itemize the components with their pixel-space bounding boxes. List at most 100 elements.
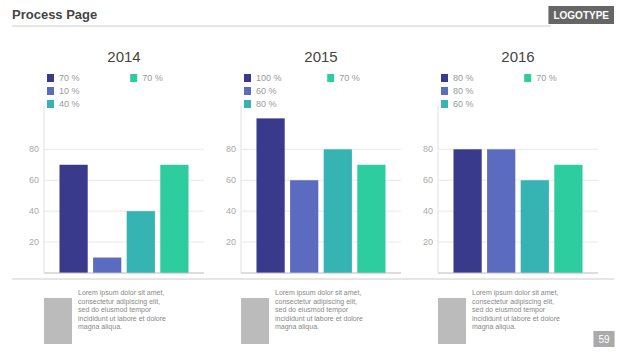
page-title: Process Page [12,7,97,22]
y-tick-label: 60 [29,175,39,185]
bar [357,165,385,273]
y-tick-label: 40 [226,206,236,216]
bar [160,165,188,273]
legend-label: 70 % [59,73,80,83]
logotype-box [548,6,614,24]
footer-text-line: consectetur adipiscing elit, [472,298,554,306]
footer-block: Lorem ipsum dolor sit amet,consectetur a… [44,289,166,344]
bar [521,180,549,273]
footer-text-line: sed do eiusmod tempor [472,306,546,314]
bar [256,118,284,273]
footer-text-line: sed do eiusmod tempor [78,306,152,314]
footer-rule [12,279,614,280]
legend: 100 % 60 % 80 % 70 % [244,73,360,109]
bar [59,165,87,273]
x-axis-line [438,273,598,274]
bars [59,165,188,273]
chart: 2016 20 40 60 80 80 % 80 % 60 % 70 % [423,48,598,273]
logotype: LOGOTYPE [548,6,614,24]
footer-text-line: sed do eiusmod tempor [275,306,349,314]
footer-text: Lorem ipsum dolor sit amet,consectetur a… [472,289,560,331]
chart-title: 2016 [501,48,534,65]
footer-text-line: magna aliqua. [472,323,516,331]
page-number-box [593,331,614,347]
legend-label: 80 % [453,86,474,96]
bars [453,149,582,273]
legend-swatch [47,100,54,108]
header-rule [12,26,551,27]
legend: 70 % 10 % 40 % 70 % [47,73,163,109]
page-number: 59 [593,331,614,347]
chart-title: 2015 [304,48,337,65]
bar [554,165,582,273]
page: Process Page LOGOTYPE 2014 20 40 60 80 70 % 10 %… [0,0,626,355]
y-tick-label: 60 [423,175,433,185]
footer-text-line: consectetur adipiscing elit, [275,298,357,306]
bar [127,211,155,273]
legend-label: 70 % [339,73,360,83]
footer-block: Lorem ipsum dolor sit amet,consectetur a… [438,289,560,344]
background [0,0,626,355]
legend-swatch [130,74,137,82]
footer-text-line: magna aliqua. [275,323,319,331]
legend-label: 60 % [453,99,474,109]
footer-text-line: magna aliqua. [78,323,122,331]
footer-block: Lorem ipsum dolor sit amet,consectetur a… [241,289,363,344]
legend-label: 70 % [536,73,557,83]
legend-label: 100 % [256,73,282,83]
chart: 2014 20 40 60 80 70 % 10 % 40 % 70 % [29,48,204,273]
y-tick-label: 60 [226,175,236,185]
footer-text-line: incididunt ut labore et dolore [472,315,560,322]
y-tick-label: 80 [423,144,433,154]
legend-swatch [244,74,251,82]
bar [93,258,121,273]
footer-icon [44,298,72,344]
y-tick-label: 40 [29,206,39,216]
y-axis-line [241,106,242,273]
bar [487,149,515,273]
legend-swatch [524,74,531,82]
page-number-text: 59 [598,334,610,345]
y-tick-label: 80 [226,144,236,154]
bar [453,149,481,273]
footer-text-line: Lorem ipsum dolor sit amet, [78,289,164,297]
footer-text-line: Lorem ipsum dolor sit amet, [472,289,558,297]
legend: 80 % 80 % 60 % 70 % [441,73,557,109]
legend-swatch [441,100,448,108]
x-axis-line [44,273,204,274]
footer-icon [241,298,269,344]
footer-text-line: incididunt ut labore et dolore [275,315,363,322]
legend-swatch [441,87,448,95]
footer-text-line: consectetur adipiscing elit, [78,298,160,306]
legend-label: 40 % [59,99,80,109]
y-axis-line [438,106,439,273]
chart-title: 2014 [107,48,140,65]
legend-label: 80 % [256,99,277,109]
y-tick-label: 20 [423,237,433,247]
logotype-text: LOGOTYPE [553,10,609,21]
chart: 2015 20 40 60 80 100 % 60 % 80 % 70 % [226,48,401,273]
y-tick-label: 80 [29,144,39,154]
y-tick-label: 20 [29,237,39,247]
legend-label: 60 % [256,86,277,96]
legend-swatch [244,100,251,108]
legend-swatch [47,74,54,82]
footer-text: Lorem ipsum dolor sit amet,consectetur a… [275,289,363,331]
legend-swatch [244,87,251,95]
legend-swatch [441,74,448,82]
bars [256,118,385,273]
grid-line [44,149,204,150]
footer-text-line: incididunt ut labore et dolore [78,315,166,322]
y-tick-label: 40 [423,206,433,216]
footer-text-line: Lorem ipsum dolor sit amet, [275,289,361,297]
footer-text: Lorem ipsum dolor sit amet,consectetur a… [78,289,166,331]
y-tick-label: 20 [226,237,236,247]
bar [290,180,318,273]
legend-swatch [47,87,54,95]
legend-label: 70 % [142,73,163,83]
footer-icon [438,298,466,344]
legend-label: 10 % [59,86,80,96]
y-axis-line [44,106,45,273]
bar [324,149,352,273]
legend-label: 80 % [453,73,474,83]
